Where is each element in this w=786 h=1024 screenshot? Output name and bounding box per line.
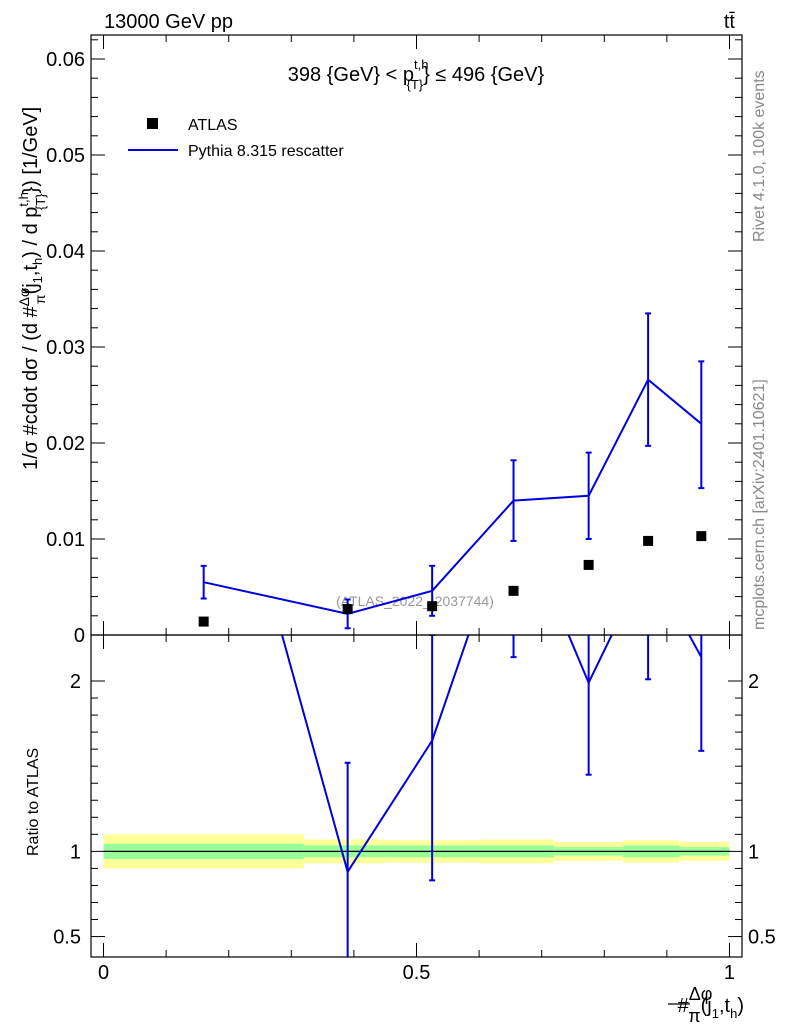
atlas-point (198, 616, 209, 627)
main-ytick-label: 0.01 (46, 529, 85, 551)
legend: ATLAS Pythia 8.315 rescatter (128, 117, 344, 160)
ratio-xlabel: #Δφ π(j1,th) (678, 984, 744, 1024)
ratio-ylabel: Ratio to ATLAS (25, 748, 42, 856)
atlas-point (508, 585, 519, 596)
header-right-label: tt̄ (724, 11, 736, 33)
ratio-ytick-label-left: 2 (70, 671, 81, 693)
atlas-point (342, 604, 353, 615)
ratio-pythia-line (280, 635, 703, 875)
main-ytick-label: 0 (74, 625, 85, 647)
ratio-xtick-label: 0 (98, 962, 109, 984)
rivet-side-label: Rivet 4.1.0, 100k events (751, 70, 768, 242)
ratio-panel: 0.5 0.5 1 1 2 2 0 0.5 1 Ratio to ATLAS #Δφ π(j1,t… (25, 634, 776, 1024)
panel-title: 398 {GeV} < pt,h {T}} ≤ 496 {GeV} (288, 57, 545, 92)
legend-atlas-label: ATLAS (188, 117, 238, 134)
legend-atlas-marker (147, 118, 158, 129)
atlas-point (427, 601, 438, 612)
atlas-point (583, 559, 594, 570)
pythia-line (203, 378, 702, 615)
watermark: (ATLAS_2022_I2037744) (336, 593, 494, 609)
main-ytick-label: 0.05 (46, 145, 85, 167)
main-ytick-label: 0.04 (46, 241, 85, 263)
ratio-ytick-label-right: 1 (748, 841, 759, 863)
ratio-ytick-label-left: 1 (70, 841, 81, 863)
atlas-point (643, 535, 654, 546)
atlas-point (696, 531, 707, 542)
main-ytick-label: 0.03 (46, 337, 85, 359)
main-panel: (ATLAS_2022_I2037744) 0 0.01 0.02 0.03 0.04 0… (16, 34, 743, 647)
main-ytick-label: 0.02 (46, 433, 85, 455)
main-ylabel: 1/σ #cdot dσ / (d #Δφπ(j1,th) / d pt,h {T… (16, 107, 48, 470)
legend-pythia-label: Pythia 8.315 rescatter (188, 143, 344, 160)
ratio-frame (90, 634, 743, 958)
ratio-xtick-label: 1 (724, 962, 735, 984)
ratio-ytick-label-left: 0.5 (53, 927, 81, 949)
ratio-xtick-label: 0.5 (403, 962, 431, 984)
main-ytick-label: 0.06 (46, 49, 85, 71)
header-left-label: 13000 GeV pp (104, 11, 233, 33)
ratio-ytick-label-right: 0.5 (748, 927, 776, 949)
ratio-ytick-label-right: 2 (748, 671, 759, 693)
source-side-label: mcplots.cern.ch [arXiv:2401.10621] (751, 379, 768, 630)
